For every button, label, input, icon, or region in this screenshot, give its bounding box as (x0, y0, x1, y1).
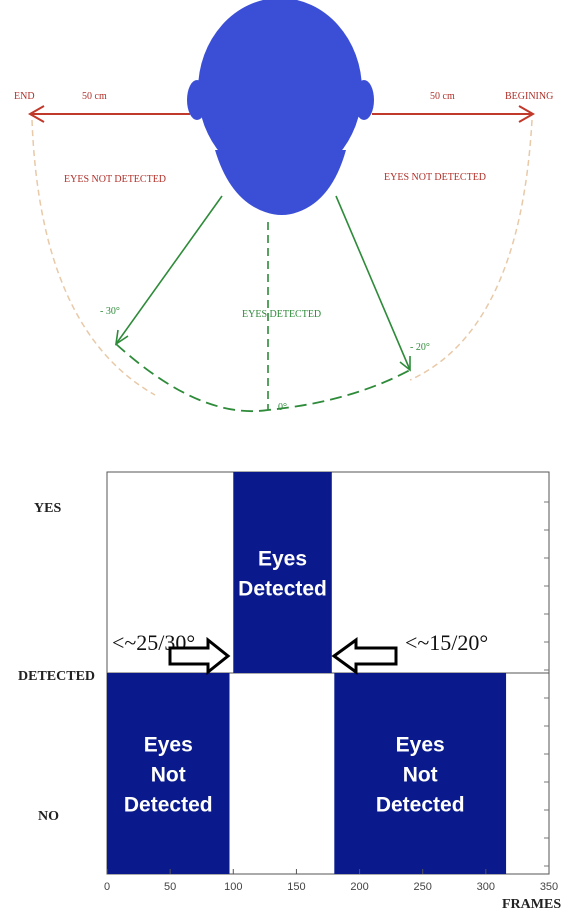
x-tick-label: 50 (164, 881, 176, 893)
segment-label-2-0: Eyes (396, 734, 445, 757)
left-detection-line (114, 195, 223, 346)
segment-bar-2 (334, 673, 507, 874)
y-label-yes: YES (34, 501, 61, 516)
segment-bar-0 (107, 673, 230, 874)
right-angle-label: - 20° (410, 342, 430, 353)
x-tick-label: 250 (414, 881, 432, 893)
right-detection-line (335, 195, 411, 372)
right-distance-label: 50 cm (430, 91, 455, 102)
head-silhouette (187, 0, 374, 215)
head-angle-diagram: END 50 cm 50 cm BEGINING EYES NOT DETECT… (14, 0, 553, 413)
segment-bar-1 (233, 472, 332, 673)
x-tick-label: 200 (350, 881, 368, 893)
segment-label-0-0: Eyes (144, 734, 193, 757)
right-distance-arrow (372, 105, 536, 123)
right-end-label: BEGINING (505, 91, 553, 102)
x-tick-label: 150 (287, 881, 305, 893)
right-threshold-annotation: <~15/20° (405, 630, 488, 655)
center-angle-label: 0° (278, 402, 287, 413)
x-tick-label: 300 (477, 881, 495, 893)
segment-label-2-1: Not (403, 764, 438, 787)
y-label-detected: DETECTED (18, 669, 95, 684)
right-hollow-arrow (331, 637, 398, 675)
outer-arc (31, 119, 156, 396)
left-distance-label: 50 cm (82, 91, 107, 102)
left-angle-label: - 30° (100, 306, 120, 317)
segment-label-0-2: Detected (124, 794, 213, 817)
x-tick-label: 350 (540, 881, 558, 893)
detection-arc (115, 343, 411, 413)
left-hollow-arrow (168, 636, 231, 676)
center-zone-label: EYES DETECTED (242, 309, 321, 320)
x-axis-label: FRAMES (502, 897, 561, 912)
segment-label-1-0: Eyes (258, 548, 307, 571)
left-distance-arrow (27, 105, 190, 123)
left-end-label: END (14, 91, 35, 102)
segment-label-1-1: Detected (238, 578, 327, 601)
right-zone-label: EYES NOT DETECTED (384, 172, 486, 183)
x-tick-label: 0 (104, 881, 110, 893)
left-zone-label: EYES NOT DETECTED (64, 174, 166, 185)
y-label-no: NO (38, 809, 59, 824)
x-tick-label: 100 (224, 881, 242, 893)
detection-chart: Eyes Not Detected Eyes Detected Eyes Not Detect… (18, 471, 561, 912)
segment-label-2-2: Detected (376, 794, 465, 817)
segment-label-0-1: Not (151, 764, 186, 787)
outer-arc-right (409, 119, 533, 381)
